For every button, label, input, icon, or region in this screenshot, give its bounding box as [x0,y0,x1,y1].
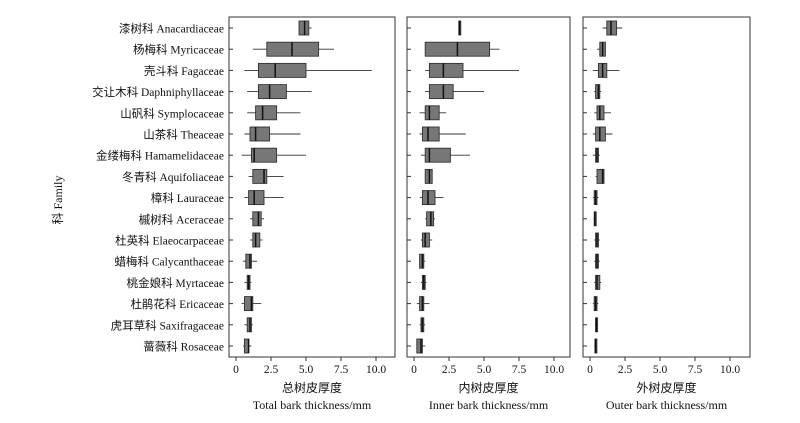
x-tick-label: 0 [411,364,417,376]
x-tick-label: 7.5 [334,364,349,376]
family-label: 山矾科 Symplocaceae [120,106,224,120]
family-label: 交让木科 Daphniphyllaceae [92,85,224,99]
family-label: 壳斗科 Fagaceae [144,64,224,78]
panel-frame [406,16,571,358]
x-tick-label: 2.5 [264,364,279,376]
family-label: 漆树科 Anacardiaceae [119,22,224,36]
box [257,62,307,78]
box [252,211,262,227]
x-tick-label: 0 [233,364,239,376]
x-tick-label: 7.5 [688,364,703,376]
family-label: 冬青科 Aquifoliaceae [122,170,224,184]
family-label: 金缕梅科 Hamamelidaceae [96,149,224,163]
box [249,126,271,142]
box [424,105,440,121]
box [428,62,464,78]
box [428,84,454,100]
family-label: 蔷薇科 Rosaceae [143,340,224,354]
family-labels: 漆树科 Anacardiaceae 杨梅科 Myricaceae 壳斗科 Fagac… [92,22,224,354]
box [421,126,440,142]
panel-frame [582,16,751,358]
family-label: 桃金娘科 Myrtaceae [127,276,224,290]
x-tick-label: 7.5 [512,364,527,376]
panel-frame [228,16,396,358]
family-label: 杜鹃花科 Ericaceae [130,297,224,311]
x-tick-label: 10.0 [366,364,386,376]
x-tick-label: 5.0 [653,364,668,376]
box [596,168,605,184]
x-tick-label: 5.0 [477,364,492,376]
box [255,105,278,121]
family-label: 樟科 Lauraceae [151,191,224,205]
panel-title-cn: 内树皮厚度 [458,380,518,395]
panel-title-cn: 外树皮厚度 [636,380,696,395]
y-axis-label: 科 Family [51,175,65,224]
panel-title-en: Inner bark thickness/mm [429,398,549,412]
family-label: 虎耳草科 Saxifragaceae [111,318,224,332]
panel-title-cn: 总树皮厚度 [282,380,342,395]
box [245,253,252,269]
x-tick-label: 2.5 [442,364,457,376]
family-label: 杨梅科 Myricaceae [133,43,224,57]
x-tick-label: 2.5 [618,364,633,376]
panel-title-en: Total bark thickness/mm [253,398,372,412]
box [257,84,287,100]
family-label: 槭树科 Aceraceae [139,212,224,226]
x-tick-label: 10.0 [720,364,740,376]
box [248,190,265,206]
panel-3: 0 2.5 5.0 7.5 10.0 外树皮厚度 Outer bark thickness/… [582,16,751,412]
box [416,338,423,354]
x-tick-label: 10.0 [544,364,564,376]
box [424,147,451,163]
panel-1: 0 2.5 5.0 7.5 10.0 总树皮厚度 Total bark thickness/… [228,16,396,412]
family-label: 蜡梅科 Calycanthaceae [114,255,224,269]
panels: 0 2.5 5.0 7.5 10.0 总树皮厚度 Total bark thickness/… [228,16,751,412]
panel-2: 0 2.5 5.0 7.5 10.0 内树皮厚度 Inner bark thickness/… [406,16,571,412]
x-tick-label: 5.0 [299,364,314,376]
box [250,147,278,163]
panel-title-en: Outer bark thickness/mm [606,398,728,412]
x-tick-label: 0 [587,364,593,376]
box [243,296,254,312]
family-label: 山茶科 Theaceae [143,128,224,142]
family-label: 杜英科 Elaeocarpaceae [115,234,224,248]
